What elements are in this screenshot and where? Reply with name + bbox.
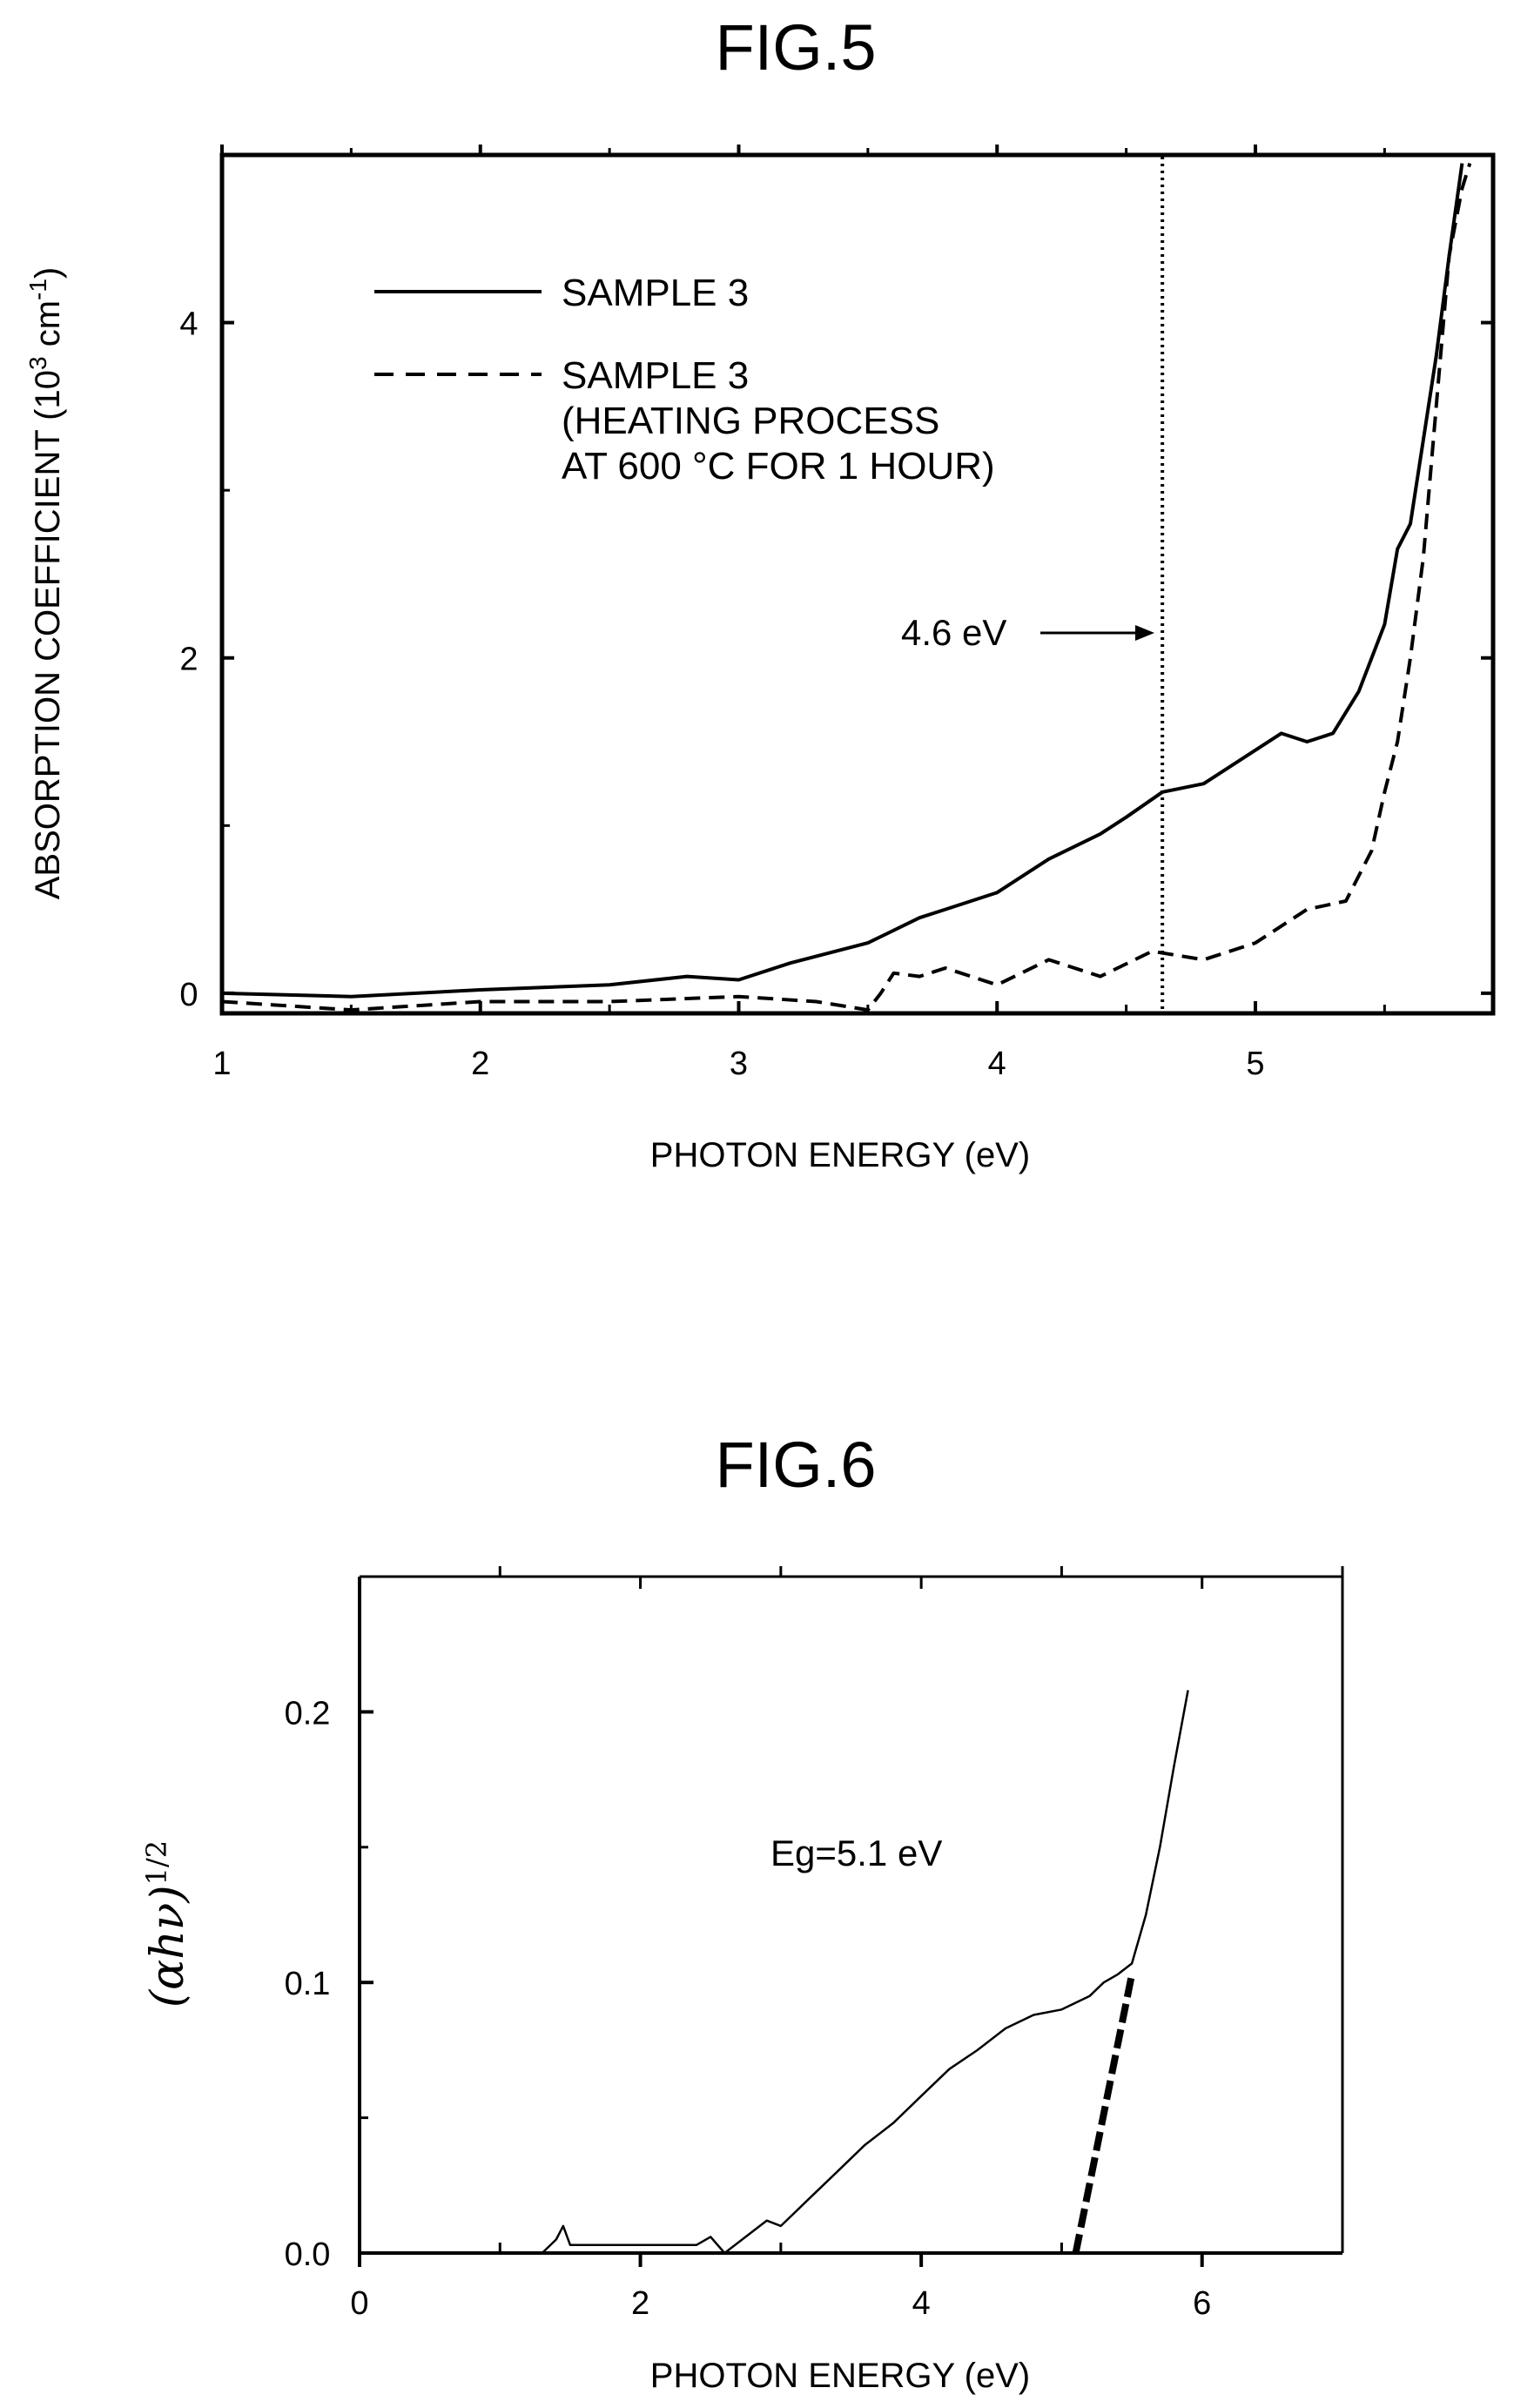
fig6-series-curve	[541, 1690, 1189, 2255]
fig6-series	[541, 1690, 1189, 2255]
fig5-y-tick-label: 2	[179, 642, 198, 678]
legend-solid-label: SAMPLE 3	[562, 272, 749, 314]
fig6-x-tick-label: 0	[350, 2285, 368, 2322]
fig6-annotation-label: Eg=5.1 eV	[770, 1833, 942, 1873]
fig5-annotation-arrowhead	[1135, 625, 1154, 641]
fig5-y-tick-label: 0	[179, 977, 198, 1013]
fig5-x-axis-label: PHOTON ENERGY (eV)	[650, 1136, 1030, 1174]
fig5-plot: 1 2 3 4 5 0 2 4 4.6 eV SAMPLE 3 SAMPLE 3 (HEATI…	[24, 145, 1496, 1174]
fig6-y-tick-label: 0.0	[285, 2236, 331, 2273]
legend-dashed-label-line2: (HEATING PROCESS	[562, 400, 939, 442]
fig5-x-tick-label: 2	[471, 1046, 489, 1082]
fig5-series	[221, 163, 1472, 1012]
fig5-series-dashed	[221, 163, 1472, 1012]
fig6-plot: 0 2 4 6 0.0 0.1 0.2 Eg=5.1 eV PHOTON ENERGY (e…	[140, 1566, 1344, 2395]
fig5-annotation-label: 4.6 eV	[901, 612, 1006, 653]
fig6-x-axis-label: PHOTON ENERGY (eV)	[650, 2357, 1030, 2395]
fig5-ticks: 1 2 3 4 5 0 2 4	[179, 145, 1493, 1082]
fig6-y-axis-label: (αhν)1/2	[140, 1840, 194, 2008]
legend-dashed-label-line3: AT 600 °C FOR 1 HOUR)	[562, 445, 995, 488]
fig5-x-tick-label: 3	[730, 1046, 748, 1082]
fig5-legend: SAMPLE 3 SAMPLE 3 (HEATING PROCESS AT 60…	[374, 272, 995, 488]
fig6-y-tick-label: 0.1	[285, 1966, 331, 2002]
fig5-series-solid	[221, 163, 1464, 999]
fig5-x-tick-label: 4	[988, 1046, 1006, 1082]
fig6-ticks: 0 2 4 6 0.0 0.1 0.2	[285, 1566, 1344, 2322]
fig6-y-tick-label: 0.2	[285, 1695, 331, 1732]
fig5-y-tick-label: 4	[179, 306, 198, 343]
fig6-title: FIG.6	[715, 1429, 876, 1501]
legend-dashed-label-line1: SAMPLE 3	[562, 354, 749, 397]
fig5-x-tick-label: 5	[1246, 1046, 1264, 1082]
fig5-y-axis-label: ABSORPTION COEFFICIENT (103 cm-1)	[24, 267, 68, 900]
fig6-extrapolation-line	[1072, 1974, 1136, 2254]
fig5-x-tick-label: 1	[212, 1046, 231, 1082]
fig5-title: FIG.5	[715, 11, 876, 84]
fig5-plot-frame	[219, 152, 1496, 1016]
fig6-x-tick-label: 2	[631, 2285, 649, 2322]
fig6-x-tick-label: 4	[912, 2285, 931, 2322]
fig6-x-tick-label: 6	[1193, 2285, 1211, 2322]
